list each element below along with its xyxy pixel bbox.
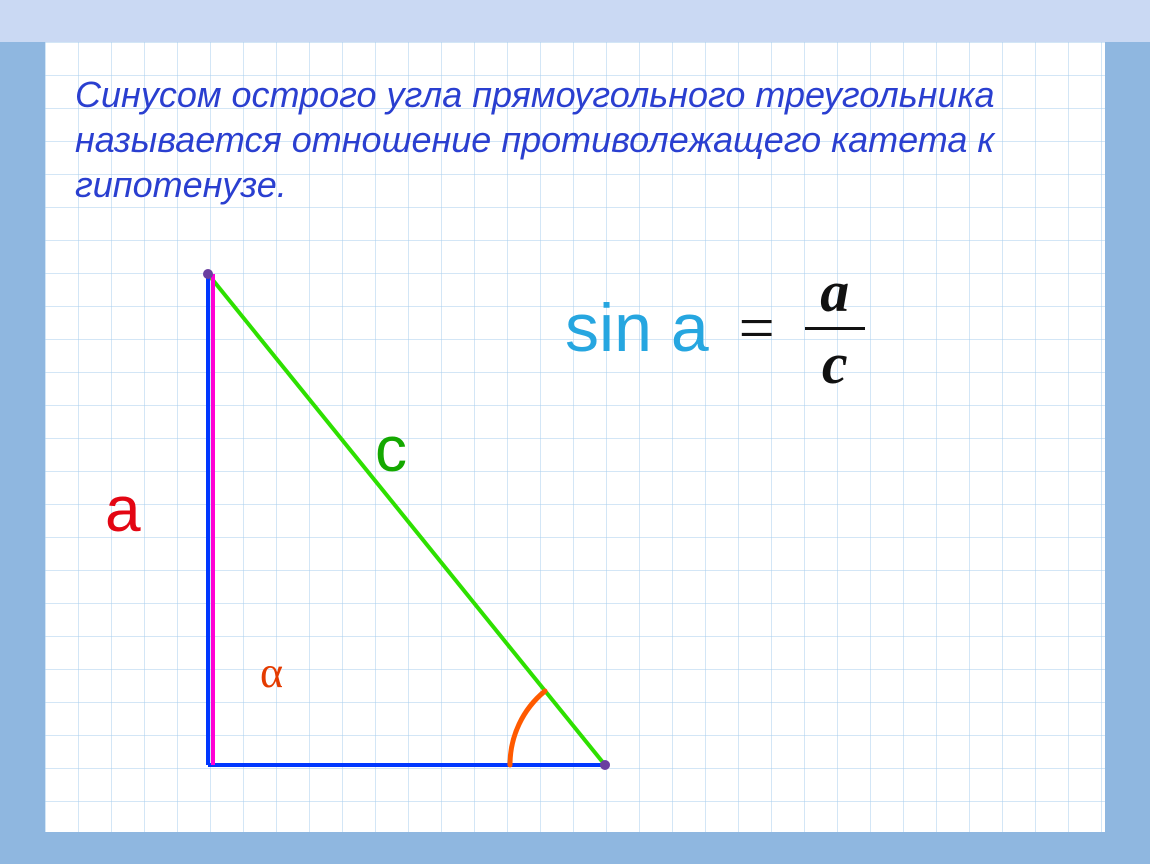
triangle-figure: [45, 42, 1105, 832]
vertex-top: [203, 269, 213, 279]
top-light-bar: [0, 0, 1150, 42]
side-a-label: a: [105, 472, 141, 546]
slide-card: Синусом острого угла прямоугольного треу…: [45, 42, 1105, 832]
outer-background: Синусом острого угла прямоугольного треу…: [0, 0, 1150, 864]
slide-content: Синусом острого угла прямоугольного треу…: [45, 42, 1105, 832]
side-c-label: c: [375, 412, 407, 486]
angle-arc: [510, 691, 545, 765]
angle-alpha-label: α: [260, 647, 283, 698]
vertex-right: [600, 760, 610, 770]
